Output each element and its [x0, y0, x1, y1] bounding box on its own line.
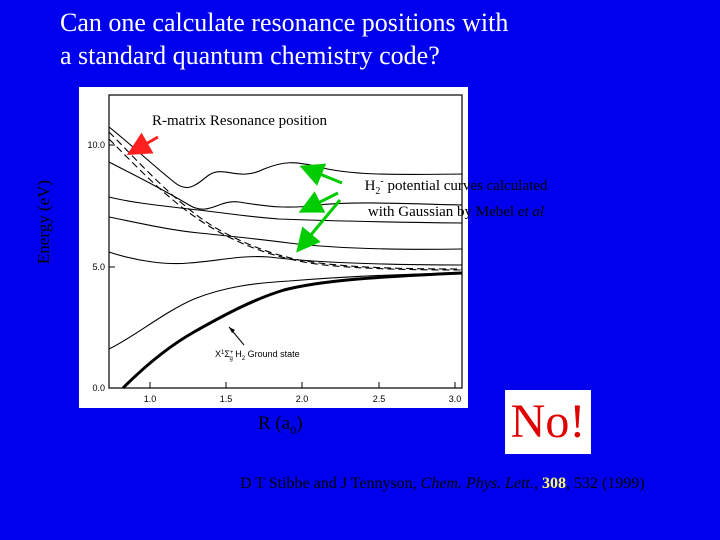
middle-curve-c — [108, 196, 463, 224]
x-tick-label: 1.5 — [220, 394, 233, 404]
y-tick-label: 10.0 — [87, 140, 105, 150]
ground-state-pointer-head — [229, 327, 235, 333]
x-tick-label: 2.0 — [296, 394, 309, 404]
potential-curves-figure: 1.0 1.5 2.0 2.5 3.0 0.0 5.0 10.0 X1Σ+ g H… — [79, 87, 468, 408]
h2-minus-curves-label: H2- potential curves calculated with Gau… — [364, 176, 548, 220]
slide-title: Can one calculate resonance positions wi… — [60, 6, 660, 72]
middle-curve-d — [108, 216, 463, 250]
dashed-curve-1 — [108, 131, 463, 270]
plot-frame — [108, 94, 463, 389]
rmatrix-resonance-label: R-matrix Resonance position — [152, 113, 327, 129]
y-tick-marks — [109, 144, 115, 389]
ground-state-curve — [121, 271, 463, 390]
x-tick-label: 2.5 — [373, 394, 386, 404]
title-line-2: a standard quantum chemistry code? — [60, 41, 440, 70]
dashed-curve-2 — [108, 138, 463, 271]
x-tick-marks — [149, 382, 456, 388]
upper-curve-b — [108, 161, 463, 210]
x-tick-label: 3.0 — [449, 394, 462, 404]
y-tick-label: 5.0 — [92, 262, 105, 272]
y-tick-label: 0.0 — [92, 383, 105, 393]
potential-curves-plot: 1.0 1.5 2.0 2.5 3.0 0.0 5.0 10.0 X1Σ+ g H… — [87, 94, 463, 404]
x-tick-label: 1.0 — [144, 394, 157, 404]
answer-box: No! — [505, 390, 591, 454]
citation: D T Stibbe and J Tennyson, Chem. Phys. L… — [240, 475, 645, 492]
ground-state-label: X1Σ+ g H2 Ground state — [215, 349, 300, 362]
lower-curve-f — [108, 272, 463, 350]
curve-e — [108, 251, 463, 266]
title-line-1: Can one calculate resonance positions wi… — [60, 8, 509, 37]
upper-curve-a — [108, 126, 463, 188]
citation-volume: 308 — [542, 475, 566, 492]
x-axis-label: R (a0) — [258, 413, 303, 437]
